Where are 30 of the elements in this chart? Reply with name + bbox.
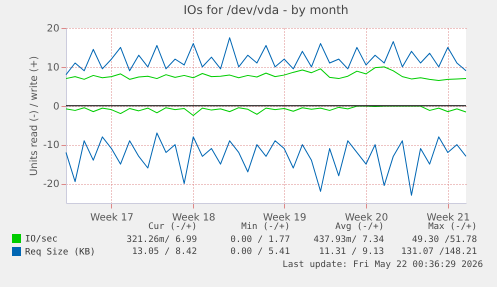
x-tick-label: Week 17	[90, 212, 134, 224]
text: 0.00 / 1.77	[230, 235, 290, 245]
y-tick-label: 10	[46, 62, 60, 74]
text: Avg (-/+)	[335, 222, 384, 232]
line-series	[66, 132, 466, 196]
y-tick-label: -10	[43, 140, 60, 152]
text: Min (-/+)	[241, 222, 290, 232]
text: Max (-/+)	[428, 222, 477, 232]
chart-title: IOs for /dev/vda - by month	[183, 3, 349, 17]
x-tick-label: Week 21	[426, 212, 470, 224]
text: Cur (-/+)	[148, 222, 197, 232]
text: Last update: Fri May 22 00:36:29 2026	[282, 260, 483, 270]
legend-label: IO/sec	[25, 234, 58, 244]
text: 321.26m/ 6.99	[126, 235, 197, 245]
y-axis-title: Units read (-) / write (+)	[29, 56, 40, 176]
text: 0.00 / 5.41	[230, 247, 290, 257]
line-series	[66, 66, 466, 81]
text: 131.07 /148.21	[401, 247, 477, 257]
legend-label: Req Size (KB)	[25, 248, 96, 258]
text: 49.30 /51.78	[412, 235, 477, 245]
line-series	[66, 37, 466, 76]
text: 11.31 / 9.13	[318, 247, 384, 257]
y-tick-label: -20	[43, 179, 60, 190]
y-tick-label: 0	[53, 101, 60, 112]
y-tick-label: 20	[46, 24, 60, 34]
text: 437.93m/ 7.34	[314, 235, 384, 245]
x-tick-label: Week 19	[263, 212, 306, 224]
text: 13.05 / 8.42	[132, 247, 197, 257]
x-tick-label: Week 20	[344, 212, 388, 224]
x-tick-label: Week 18	[172, 212, 216, 224]
